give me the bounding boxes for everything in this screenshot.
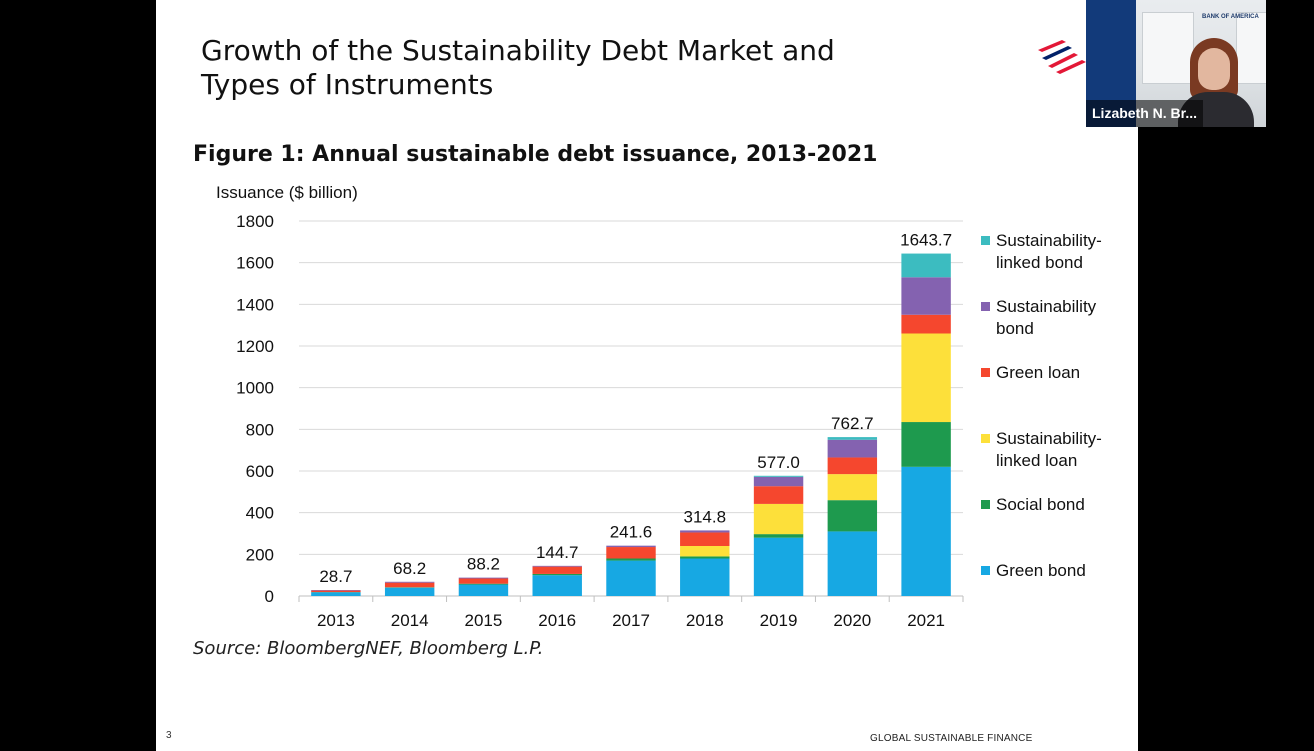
x-tick-label: 2015 [465,611,503,630]
bar-segment-sustainability-linked-loan [680,546,730,557]
legend-label: Sustainability [996,297,1097,316]
y-tick-label: 0 [265,587,274,606]
bar-segment-sustainability-bond [680,530,730,533]
y-tick-label: 1400 [236,295,274,314]
bar-segment-green-bond [384,587,435,596]
y-tick-label: 400 [246,504,274,523]
bar-segment-green-bond [827,531,878,596]
figure-title: Figure 1: Annual sustainable debt issuan… [193,142,878,167]
legend-swatch [981,434,990,443]
slide-title: Growth of the Sustainability Debt Market… [201,34,835,101]
page-number: 3 [166,730,172,741]
y-axis-label: Issuance ($ billion) [216,183,358,202]
footer-text: GLOBAL SUSTAINABLE FINANCE [870,733,1033,744]
presentation-slide: Growth of the Sustainability Debt Market… [156,0,1138,751]
bar-segment-social-bond [532,573,582,576]
bar-segment-green-loan [311,590,361,593]
bar-segment-green-bond [606,560,656,596]
legend-label: bond [996,319,1034,338]
bar-segment-sustainability-linked-bond [901,253,951,278]
bar-segment-sustainability-bond [532,565,582,567]
participant-name: Lizabeth N. Br... [1086,100,1204,127]
bar-segment-sustainability-bond [384,581,435,583]
bar-segment-social-bond [827,500,878,532]
bar-segment-sustainability-bond [606,545,656,548]
bar-segment-sustainability-linked-loan [753,503,804,535]
legend-label: Green bond [996,561,1086,580]
source-note: Source: BloombergNEF, Bloomberg L.P. [193,638,544,659]
legend-swatch [981,500,990,509]
x-tick-label: 2017 [612,611,650,630]
video-background-logo: BANK OF AMERICA [1202,14,1259,20]
video-background-window [1236,12,1266,84]
y-tick-label: 200 [246,545,274,564]
bar-segment-sustainability-linked-loan [901,333,951,423]
x-tick-label: 2014 [391,611,429,630]
y-tick-label: 1200 [236,337,274,356]
stacked-bar-chart: Issuance ($ billion) 0 200 400 600 800 1000 120… [216,183,1102,630]
y-tick-label: 1800 [236,212,274,231]
bar-segment-green-loan [384,582,435,588]
bar-segment-green-loan [680,532,730,546]
y-tick-label: 1600 [236,254,274,273]
bar-segment-green-bond [753,537,804,596]
bar-segment-sustainability-bond [753,476,804,487]
bar-segment-green-loan [606,547,656,559]
bar-segment-sustainability-linked-loan [827,474,878,501]
total-data-label: 144.7 [536,543,579,562]
total-data-label: 577.0 [757,453,800,472]
total-data-label: 68.2 [393,559,426,578]
x-tick-label: 2018 [686,611,724,630]
bar-segment-sustainability-linked-bond [753,475,804,477]
total-data-label: 88.2 [467,555,500,574]
bar-segment-social-bond [458,583,509,585]
bar-segment-green-loan [753,486,804,504]
bar-segment-green-loan [901,314,951,334]
bar-segment-green-bond [458,584,509,596]
legend-swatch [981,368,990,377]
legend-label: linked bond [996,253,1083,272]
bar-segment-social-bond [753,534,804,538]
bar-segment-green-bond [680,558,730,596]
legend-swatch [981,566,990,575]
video-background-window [1142,12,1194,84]
total-data-label: 1643.7 [900,231,952,250]
total-data-label: 28.7 [319,567,352,586]
total-data-label: 314.8 [684,507,727,526]
bar-segment-social-bond [680,556,730,559]
bar-segment-sustainability-bond [827,439,878,458]
bar-segment-green-loan [532,566,582,574]
bar-segment-sustainability-bond [901,277,951,315]
y-tick-label: 1000 [236,379,274,398]
x-tick-label: 2019 [760,611,798,630]
legend-swatch [981,302,990,311]
bar-segment-sustainability-bond [311,590,361,591]
bar-segment-green-bond [311,592,361,596]
total-data-label: 241.6 [610,523,653,542]
x-tick-label: 2020 [833,611,871,630]
x-tick-label: 2013 [317,611,355,630]
bank-flag-logo-icon [1038,40,1086,74]
y-tick-label: 800 [246,420,274,439]
participant-video-tile[interactable]: BANK OF AMERICA Lizabeth N. Br... [1086,0,1266,127]
total-data-label: 762.7 [831,414,874,433]
legend-label: linked loan [996,451,1077,470]
legend-label: Sustainability- [996,231,1102,250]
bar-segment-sustainability-bond [458,577,509,579]
bar-segment-social-bond [606,558,656,561]
legend-swatch [981,236,990,245]
x-tick-label: 2016 [538,611,576,630]
legend-label: Social bond [996,495,1085,514]
bar-segment-social-bond [901,422,951,467]
bar-segment-green-bond [901,466,951,596]
participant-face [1198,48,1230,90]
bar-segment-green-bond [532,575,582,596]
legend-label: Sustainability- [996,429,1102,448]
y-tick-label: 600 [246,462,274,481]
legend-label: Green loan [996,363,1080,382]
x-tick-label: 2021 [907,611,945,630]
bar-segment-sustainability-linked-bond [827,437,878,440]
bar-segment-green-loan [827,457,878,475]
bar-segment-green-loan [458,578,509,584]
